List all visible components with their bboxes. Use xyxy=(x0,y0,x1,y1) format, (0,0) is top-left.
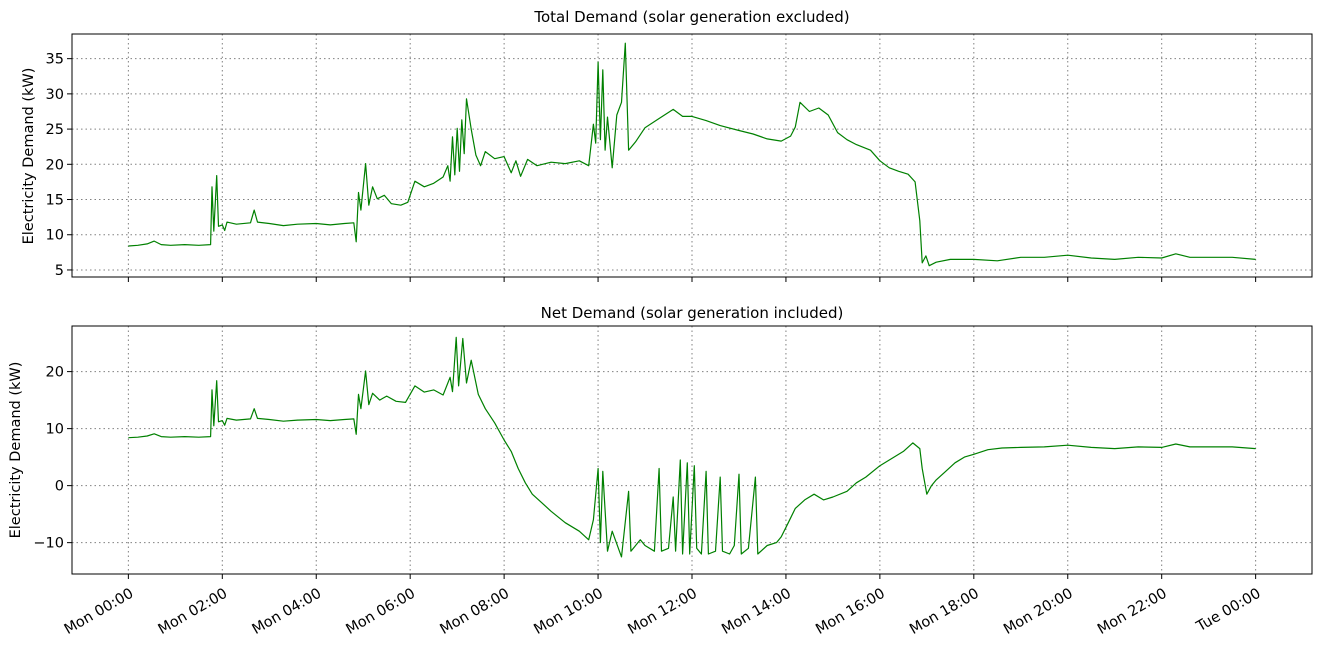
total-demand-panel: Total Demand (solar generation excluded)… xyxy=(21,8,1313,282)
x-tick-label: Mon 00:00 xyxy=(62,586,137,638)
y-tick-label: 20 xyxy=(46,157,64,173)
x-tick-label: Mon 12:00 xyxy=(625,586,700,638)
series-line xyxy=(128,336,1256,558)
y-axis-label: Electricity Demand (kW) xyxy=(21,68,37,245)
chart-title: Total Demand (solar generation excluded) xyxy=(533,8,849,26)
chart-title: Net Demand (solar generation included) xyxy=(541,304,844,322)
x-tick-label: Mon 10:00 xyxy=(531,586,606,638)
y-tick-label: 0 xyxy=(55,479,64,495)
x-tick-labels: Mon 00:00 Mon 02:00 Mon 04:00 Mon 06:00 Mon … xyxy=(62,586,1264,638)
y-tick-label: 30 xyxy=(46,87,64,103)
x-tick-label: Mon 16:00 xyxy=(813,586,888,638)
x-tick-label: Mon 06:00 xyxy=(344,586,419,638)
y-tick-label: 35 xyxy=(46,52,64,68)
x-tick-label: Mon 14:00 xyxy=(719,586,794,638)
x-tick-label: Mon 20:00 xyxy=(1001,586,1076,638)
y-tick-label: 25 xyxy=(46,122,64,138)
y-tick-label: −10 xyxy=(33,536,64,552)
x-tick-label: Mon 22:00 xyxy=(1095,586,1170,638)
x-tick-label: Mon 02:00 xyxy=(156,586,231,638)
y-tick-label: 10 xyxy=(46,228,64,244)
x-tick-label: Tue 00:00 xyxy=(1193,586,1264,636)
plot-frame xyxy=(71,325,1313,575)
y-tick-label: 10 xyxy=(46,422,64,438)
y-axis-label: Electricity Demand (kW) xyxy=(8,362,24,539)
y-tick-label: 15 xyxy=(46,193,64,209)
plot-frame xyxy=(71,33,1313,278)
net-demand-panel: Net Demand (solar generation included) E… xyxy=(8,304,1313,579)
x-tick-label: Mon 18:00 xyxy=(907,586,982,638)
x-tick-label: Mon 04:00 xyxy=(250,586,325,638)
series-line xyxy=(128,42,1256,267)
x-tick-label: Mon 08:00 xyxy=(437,586,512,638)
y-tick-label: 5 xyxy=(55,263,64,279)
y-tick-label: 20 xyxy=(46,365,64,381)
